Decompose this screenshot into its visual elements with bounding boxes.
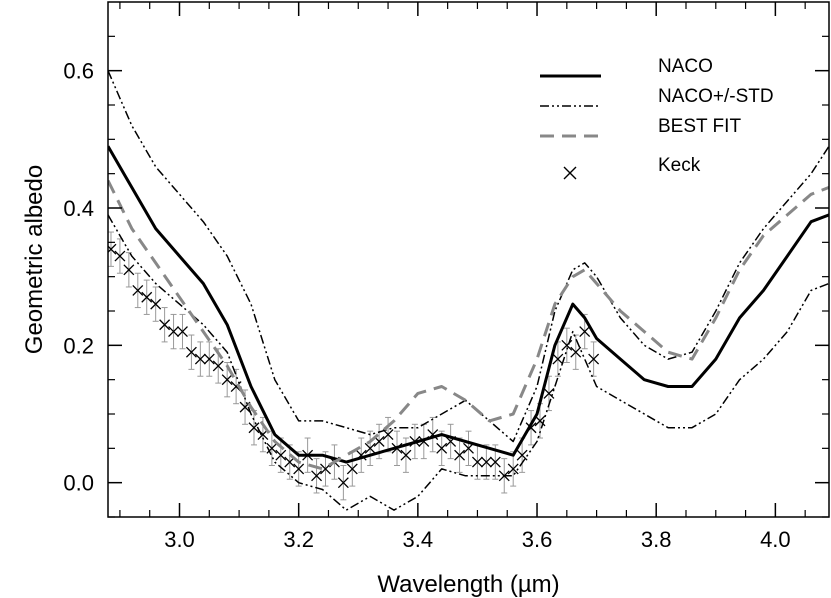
- keck-point: [427, 416, 439, 453]
- keck-marker: [221, 374, 233, 386]
- keck-marker: [480, 456, 492, 468]
- keck-marker: [489, 456, 501, 468]
- naco-std-lower-line: [108, 214, 829, 511]
- keck-marker: [108, 243, 117, 255]
- x-tick-label: 3.0: [164, 527, 195, 552]
- keck-point: [436, 430, 448, 466]
- legend-label: Keck: [658, 155, 701, 176]
- legend-item: BEST FIT: [540, 116, 741, 138]
- keck-marker: [150, 298, 162, 310]
- keck-point: [150, 286, 162, 322]
- y-tick-label: 0.6: [63, 59, 94, 84]
- keck-point: [337, 465, 349, 501]
- x-tick-label: 3.2: [283, 527, 314, 552]
- x-tick-label: 3.6: [522, 527, 553, 552]
- keck-marker: [337, 477, 349, 489]
- keck-marker: [177, 326, 188, 338]
- keck-marker: [382, 429, 394, 441]
- keck-point: [132, 272, 144, 309]
- keck-marker: [364, 442, 376, 454]
- y-tick-label: 0.0: [63, 471, 94, 496]
- x-tick-label: 3.8: [641, 527, 672, 552]
- keck-marker: [454, 449, 466, 461]
- keck-marker: [507, 463, 519, 475]
- keck-point: [114, 238, 126, 274]
- legend-label: NACO+/-STD: [658, 86, 774, 107]
- keck-point: [480, 444, 492, 480]
- keck-marker: [203, 353, 215, 365]
- naco-line: [108, 145, 829, 464]
- keck-point: [454, 437, 466, 473]
- x-tick-label: 4.0: [760, 527, 791, 552]
- keck-marker: [463, 442, 474, 454]
- best-fit-line: [108, 179, 829, 471]
- keck-marker: [159, 319, 171, 331]
- keck-marker: [212, 360, 224, 372]
- keck-point: [507, 451, 519, 487]
- keck-point: [346, 451, 358, 487]
- keck-marker: [168, 326, 180, 338]
- keck-point: [203, 341, 215, 377]
- y-tick-label: 0.4: [63, 196, 94, 221]
- keck-marker: [400, 449, 412, 461]
- keck-marker: [132, 284, 144, 296]
- x-tick-label: 3.4: [403, 527, 434, 552]
- plot-area: [108, 70, 829, 511]
- keck-marker: [570, 346, 582, 358]
- keck-marker: [311, 470, 323, 482]
- keck-point: [185, 334, 197, 370]
- legend-item: Keck: [563, 155, 701, 180]
- keck-marker: [248, 422, 260, 434]
- keck-point: [194, 341, 206, 377]
- keck-marker: [185, 346, 197, 358]
- keck-marker: [266, 442, 278, 454]
- keck-point: [364, 430, 376, 466]
- keck-point: [418, 423, 430, 460]
- keck-point: [355, 437, 367, 473]
- keck-point: [445, 423, 457, 460]
- keck-point: [561, 327, 573, 363]
- keck-point: [159, 307, 171, 343]
- keck-marker: [123, 264, 135, 276]
- keck-point: [108, 231, 117, 267]
- legend-label: BEST FIT: [658, 116, 741, 137]
- keck-marker: [114, 250, 126, 262]
- keck-marker: [293, 463, 305, 475]
- y-tick-label: 0.2: [63, 333, 94, 358]
- keck-marker: [194, 353, 206, 365]
- keck-marker: [552, 353, 564, 365]
- keck-point: [141, 279, 153, 315]
- keck-marker: [579, 326, 591, 338]
- plot-frame: [107, 1, 830, 518]
- keck-marker: [543, 387, 555, 399]
- keck-marker: [471, 456, 483, 468]
- keck-point: [293, 451, 305, 487]
- legend-item: NACO: [540, 56, 713, 78]
- x-axis-title: Wavelength (µm): [377, 571, 559, 598]
- keck-marker: [516, 449, 528, 461]
- keck-point: [248, 410, 260, 446]
- keck-point: [463, 430, 474, 466]
- legend-item: NACO+/-STD: [540, 86, 774, 107]
- legend: NACO NACO+/-STD BEST FIT Keck: [540, 56, 774, 180]
- keck-marker: [141, 291, 153, 303]
- keck-point: [177, 313, 188, 350]
- keck-marker: [588, 353, 600, 365]
- legend-keck-marker: [563, 166, 577, 180]
- y-axis-title: Geometric albedo: [21, 165, 48, 354]
- keck-marker: [320, 463, 331, 475]
- keck-marker: [275, 449, 287, 461]
- keck-point: [516, 437, 528, 473]
- keck-marker: [436, 442, 448, 454]
- keck-point: [168, 313, 180, 350]
- keck-point: [123, 252, 135, 288]
- keck-marker: [346, 463, 358, 475]
- keck-point: [471, 444, 483, 480]
- legend-label: NACO: [658, 56, 713, 77]
- keck-point: [588, 341, 600, 377]
